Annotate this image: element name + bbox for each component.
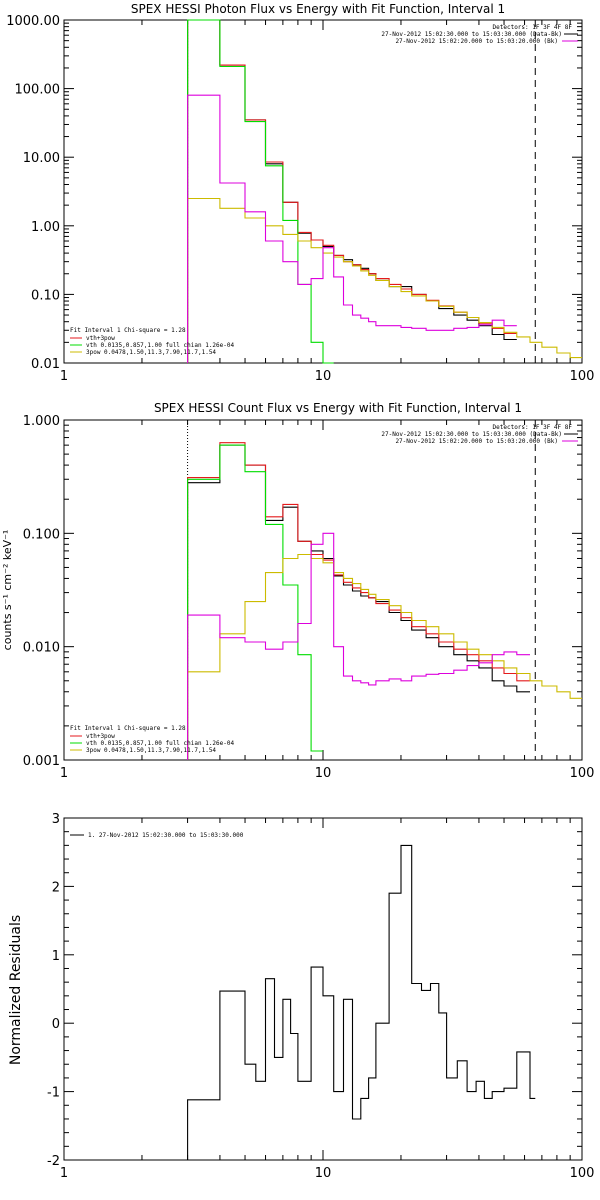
y-tick-label: 0.01 [31,357,60,372]
legend-3pow-label: 3pow 0.0478,1.50,11.3,7.90,11.7,1.54 [86,747,216,754]
y-tick-label: 1 [52,949,60,964]
legend-detectors: Detectors: 1F 3F 4F 8F [493,424,573,431]
count-flux-plot-frame [63,419,583,761]
residuals-series [187,844,536,1160]
photon-flux-series [187,19,582,364]
x-tick-label: 100 [570,369,595,384]
x-tick-label: 10 [315,766,332,781]
series-step-line [187,444,323,760]
photon-flux-ticks: 1 10 100 0.01 0.10 1.00 10.00 100.00 1000.00 [6,14,594,384]
photon-flux-legend-fit: Fit Interval 1 Chi-square = 1.28 vth+3po… [70,327,234,356]
x-tick-label: 1 [60,369,68,384]
x-tick-label: 10 [315,369,332,384]
count-flux-ylabel: counts s⁻¹ cm⁻² keV⁻¹ [1,530,14,651]
residuals-panel: Normalized Residuals 1 10 100 -2 -1 0 1 2 3 1. 2… [8,812,594,1181]
y-tick-label: 1.000 [23,414,60,429]
photon-flux-legend-top: Detectors: 1F 3F 4F 8F 27-Nov-2012 15:02… [381,24,578,45]
y-tick-label: 1.00 [31,220,60,235]
y-tick-label: 0 [52,1017,60,1032]
series-step-line [187,553,582,760]
y-tick-label: 0.010 [23,641,60,656]
y-tick-label: 0.001 [23,754,60,769]
count-flux-title: SPEX HESSI Count Flux vs Energy with Fit… [154,401,522,415]
photon-flux-plot-frame [63,19,583,364]
x-tick-label: 1 [60,1166,68,1181]
x-tick-label: 100 [570,766,595,781]
series-step-line [187,19,334,364]
x-tick-label: 100 [570,1166,595,1181]
y-tick-label: 0.100 [23,527,60,542]
count-flux-ticks: 1 10 100 0.001 0.010 0.100 1.000 [23,414,595,781]
legend-fit-chisq: Fit Interval 1 Chi-square = 1.28 [70,725,186,732]
legend-3pow-label: 3pow 0.0478,1.50,11.3,7.90,11.7,1.54 [86,349,216,356]
count-flux-legend-top: Detectors: 1F 3F 4F 8F 27-Nov-2012 15:02… [381,424,578,445]
count-flux-series [187,420,582,760]
series-step-line [187,197,582,363]
y-tick-label: 10.00 [23,151,60,166]
y-tick-label: 2 [52,880,60,895]
residuals-legend-label: 1. 27-Nov-2012 15:02:30.000 to 15:03:30.… [88,832,244,839]
count-flux-panel: SPEX HESSI Count Flux vs Energy with Fit… [1,401,594,781]
y-tick-label: 3 [52,812,60,827]
y-tick-label: 0.10 [31,288,60,303]
count-flux-legend-fit: Fit Interval 1 Chi-square = 1.28 vth+3po… [70,725,234,754]
photon-flux-title: SPEX HESSI Photon Flux vs Energy with Fi… [131,2,505,16]
y-tick-label: -1 [47,1086,60,1101]
legend-data-interval: 27-Nov-2012 15:02:30.000 to 15:03:30.000… [381,31,562,38]
legend-total-label: vth+3pow [86,733,115,740]
y-tick-label: -2 [47,1154,60,1169]
series-step-line [187,94,517,363]
legend-data-interval: 27-Nov-2012 15:02:30.000 to 15:03:30.000… [381,431,562,438]
y-tick-label: 100.00 [15,83,61,98]
legend-total-label: vth+3pow [86,335,115,342]
legend-vth-label: vth 0.0135,0.857,1.00 full chian 1.26e-0… [86,740,234,747]
series-step-line [187,532,530,760]
x-tick-label: 1 [60,766,68,781]
series-step-line [187,442,530,760]
legend-detectors: Detectors: 1F 3F 4F 8F [493,24,573,31]
legend-bk-interval: 27-Nov-2012 15:02:20.000 to 15:03:20.000… [395,38,558,45]
residuals-ticks: 1 10 100 -2 -1 0 1 2 3 [47,812,594,1181]
legend-bk-interval: 27-Nov-2012 15:02:20.000 to 15:03:20.000… [395,438,558,445]
series-step-line [187,844,536,1160]
legend-vth-label: vth 0.0135,0.857,1.00 full chian 1.26e-0… [86,342,234,349]
series-step-line [187,444,530,760]
residuals-ylabel: Normalized Residuals [8,915,24,1065]
y-tick-label: 1000.00 [6,14,60,29]
x-tick-label: 10 [315,1166,332,1181]
legend-fit-chisq: Fit Interval 1 Chi-square = 1.28 [70,327,186,334]
photon-flux-panel: SPEX HESSI Photon Flux vs Energy with Fi… [6,2,594,384]
